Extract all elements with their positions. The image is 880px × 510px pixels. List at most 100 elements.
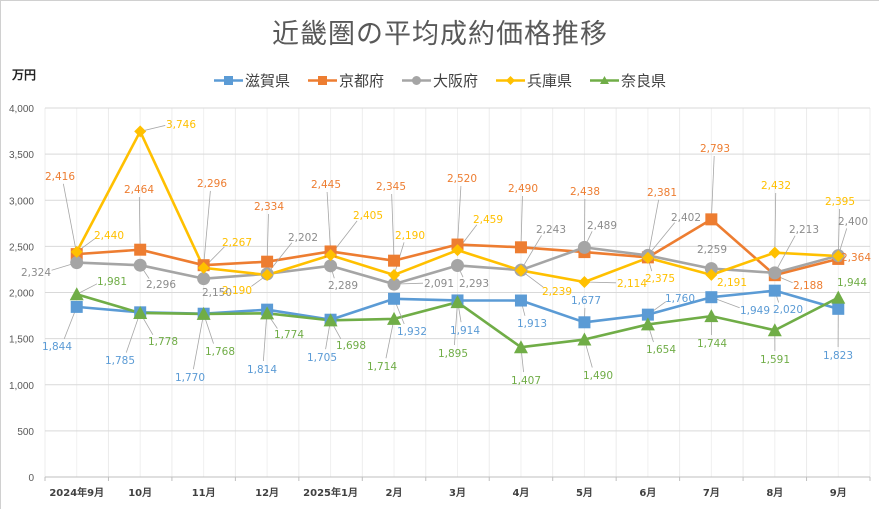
data-label: 1,770 xyxy=(175,372,205,384)
leader-line xyxy=(385,318,395,359)
data-label: 2,416 xyxy=(45,171,75,183)
data-label: 2,296 xyxy=(197,178,227,190)
data-label: 2,375 xyxy=(645,273,675,285)
x-tick-label: 4月 xyxy=(512,487,529,499)
leader-line xyxy=(774,235,796,274)
data-point-marker xyxy=(388,268,401,281)
data-label: 1,774 xyxy=(274,329,304,341)
data-label: 1,981 xyxy=(97,276,127,288)
data-label: 2,296 xyxy=(146,279,176,291)
x-tick-label: 2025年1月 xyxy=(303,486,358,499)
data-label: 2,405 xyxy=(353,210,383,222)
x-tick-label: 9月 xyxy=(830,487,847,499)
data-label: 1,760 xyxy=(665,293,695,305)
data-point-marker xyxy=(261,268,274,281)
legend-label: 兵庫県 xyxy=(527,72,573,90)
data-point-marker xyxy=(324,259,338,273)
data-point-marker xyxy=(577,332,592,346)
data-label: 2,445 xyxy=(311,179,341,191)
y-tick-label: 4,000 xyxy=(9,104,34,115)
y-tick-label: 3,000 xyxy=(9,196,34,207)
data-point-marker xyxy=(387,311,402,325)
data-point-marker xyxy=(323,313,338,327)
data-point-marker xyxy=(451,258,464,272)
data-label: 2,793 xyxy=(700,143,730,155)
data-point-marker xyxy=(641,308,654,321)
data-label: 1,698 xyxy=(336,340,366,352)
data-label: 2,091 xyxy=(424,278,454,290)
data-label: 1,944 xyxy=(837,277,867,289)
data-label: 3,746 xyxy=(166,119,196,131)
data-label: 2,190 xyxy=(395,230,425,242)
data-label: 1,823 xyxy=(823,350,853,362)
data-label: 2,381 xyxy=(647,187,677,199)
leader-line xyxy=(774,192,777,253)
data-label: 2,150 xyxy=(202,287,232,299)
data-point-marker xyxy=(705,213,718,226)
data-point-marker xyxy=(388,292,401,305)
data-label: 1,814 xyxy=(247,364,277,376)
data-point-marker xyxy=(514,294,527,307)
data-point-marker xyxy=(768,284,781,297)
data-point-marker xyxy=(704,262,718,276)
data-label: 1,591 xyxy=(760,354,790,366)
data-label: 2,020 xyxy=(773,304,803,316)
y-tick-label: 1,000 xyxy=(9,381,34,392)
leader-line xyxy=(138,196,141,250)
legend-marker-icon xyxy=(213,76,243,85)
legend-label: 京都府 xyxy=(338,72,384,90)
data-label: 1,714 xyxy=(367,361,397,373)
data-point-marker xyxy=(514,241,527,254)
data-point-marker xyxy=(767,323,782,337)
data-label: 1,895 xyxy=(438,348,468,360)
data-point-marker xyxy=(388,254,401,267)
data-point-marker xyxy=(831,290,846,304)
data-label: 1,778 xyxy=(148,336,178,348)
x-tick-label: 2024年9月 xyxy=(49,486,104,499)
data-point-marker xyxy=(69,287,84,301)
legend-marker-icon xyxy=(590,76,620,84)
data-label: 1,705 xyxy=(307,352,337,364)
leader-line xyxy=(62,183,78,255)
data-label: 1,914 xyxy=(450,325,480,337)
leader-line xyxy=(192,313,205,370)
data-point-marker xyxy=(832,250,845,263)
leader-line xyxy=(391,193,395,261)
data-label: 2,114 xyxy=(617,278,647,290)
data-label: 1,744 xyxy=(697,338,727,350)
leader-line xyxy=(647,199,660,258)
legend: 滋賀県 京都府 大阪府 兵庫県 奈良県 xyxy=(0,70,880,91)
leader-line xyxy=(326,191,331,252)
data-point-marker xyxy=(70,245,83,258)
data-label: 2,243 xyxy=(536,224,566,236)
leader-line xyxy=(76,283,98,295)
y-tick-label: 0 xyxy=(28,473,34,484)
data-label: 2,259 xyxy=(697,244,727,256)
data-point-marker xyxy=(577,240,591,254)
data-label: 2,345 xyxy=(376,181,406,193)
leader-line xyxy=(647,222,676,256)
data-point-marker xyxy=(70,256,84,270)
data-point-marker xyxy=(260,306,275,320)
x-tick-label: 6月 xyxy=(639,487,656,499)
data-point-marker xyxy=(768,246,781,259)
data-label: 2,459 xyxy=(473,214,503,226)
data-label: 1,913 xyxy=(517,318,547,330)
leader-line xyxy=(837,208,840,257)
data-point-marker xyxy=(705,291,718,304)
y-tick-label: 1,500 xyxy=(9,335,34,346)
data-label: 2,190 xyxy=(222,285,252,297)
data-point-marker xyxy=(514,264,527,277)
legend-label: 奈良県 xyxy=(621,72,667,90)
data-label: 1,407 xyxy=(511,375,541,387)
data-point-marker xyxy=(134,125,147,138)
data-point-marker xyxy=(768,266,782,280)
legend-item: 滋賀県 xyxy=(213,70,290,91)
data-point-marker xyxy=(451,244,464,257)
data-label: 2,191 xyxy=(717,277,747,289)
data-label: 2,489 xyxy=(587,220,617,232)
data-label: 1,677 xyxy=(571,295,601,307)
data-label: 1,785 xyxy=(105,355,135,367)
data-label: 2,213 xyxy=(789,224,819,236)
legend-item: 奈良県 xyxy=(590,70,666,91)
